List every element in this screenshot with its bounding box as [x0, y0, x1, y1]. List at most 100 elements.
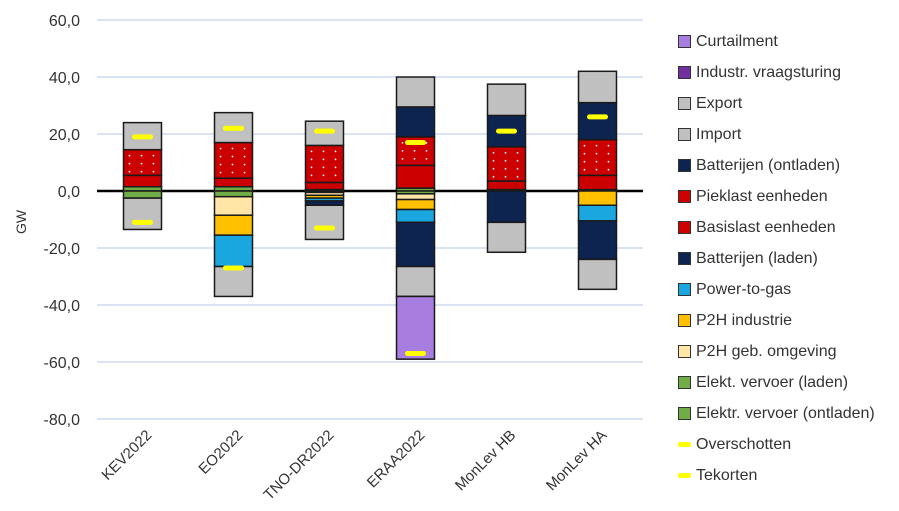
- legend-label: Export: [696, 94, 743, 112]
- bar-pattern-dot: [504, 175, 507, 178]
- bar-segment: [122, 174, 163, 188]
- bar-segment: [304, 181, 345, 191]
- bar-pattern-dot: [504, 167, 507, 170]
- x-category-label: MonLev HB: [452, 427, 519, 494]
- legend-label: Batterijen (ontladen): [696, 156, 841, 174]
- bar-pattern-dot: [583, 152, 586, 155]
- bar-pattern-dot: [140, 154, 143, 157]
- bar-pattern-dot: [243, 171, 246, 174]
- y-axis-ticks: -80,0 -60,0 -40,0 -20,0 0,0 20,0 40,0 60,0: [44, 13, 81, 429]
- legend-swatch: [678, 314, 691, 327]
- bar-segment: [395, 265, 436, 298]
- bar-pattern-dot: [334, 150, 337, 153]
- bar-pattern-dot: [504, 151, 507, 154]
- bar-segment: [577, 174, 618, 191]
- legend-label: Basislast eenheden: [696, 218, 836, 236]
- bar-segment: [213, 190, 254, 198]
- bar-segment: [577, 220, 618, 261]
- legend-item: Elektr. vervoer (ontladen): [678, 398, 875, 429]
- bar-segment: [395, 198, 436, 211]
- legend-label: Pieklast eenheden: [696, 187, 828, 205]
- y-tick-label: 20,0: [49, 127, 80, 144]
- legend-label: Power-to-gas: [696, 280, 792, 298]
- bar-pattern-dot: [231, 155, 234, 158]
- bar-segment: [213, 177, 254, 188]
- legend-item: Power-to-gas: [678, 274, 875, 305]
- x-category-label: TNO-DR2022: [260, 427, 337, 504]
- legend-label: Industr. vraagsturing: [696, 63, 841, 81]
- bar-pattern-dot: [322, 150, 325, 153]
- bar-pattern-dot: [492, 159, 495, 162]
- gridlines: [97, 19, 643, 420]
- bar-pattern-dot: [128, 170, 131, 173]
- bar-pattern-dot: [595, 168, 598, 171]
- bar-pattern-dot: [516, 167, 519, 170]
- bar-pattern-dot: [140, 162, 143, 165]
- legend-swatch: [678, 473, 691, 478]
- bar-segment: [213, 214, 254, 236]
- bar-pattern-dot: [231, 147, 234, 150]
- bar-pattern-dot: [219, 163, 222, 166]
- bar-pattern-dot: [322, 158, 325, 161]
- bar-pattern-dot: [231, 171, 234, 174]
- bar-pattern-dot: [583, 160, 586, 163]
- bar-pattern-dot: [413, 149, 416, 152]
- y-tick-label: 60,0: [49, 13, 80, 30]
- bar-pattern-dot: [607, 144, 610, 147]
- legend-item: Industr. vraagsturing: [678, 57, 875, 88]
- y-tick-label: -20,0: [44, 241, 81, 258]
- bar-pattern-dot: [583, 144, 586, 147]
- x-category-label: MonLev HA: [543, 427, 610, 494]
- legend-item: Curtailment: [678, 26, 875, 57]
- bar-pattern-dot: [401, 149, 404, 152]
- bar-pattern-dot: [401, 141, 404, 144]
- y-tick-label: -80,0: [44, 412, 81, 429]
- bar-pattern-dot: [595, 152, 598, 155]
- y-tick-label: -60,0: [44, 355, 81, 372]
- bar-pattern-dot: [334, 158, 337, 161]
- bar-pattern-dot: [595, 160, 598, 163]
- markers: [132, 114, 608, 356]
- bar-pattern-dot: [334, 174, 337, 177]
- bar-segment: [122, 190, 163, 199]
- bar-segment: [395, 295, 436, 360]
- bar-segment: [304, 204, 345, 241]
- x-category-label: ERAA2022: [364, 427, 429, 492]
- bar-segment: [395, 106, 436, 138]
- legend-item: Pieklast eenheden: [678, 181, 875, 212]
- bar-pattern-dot: [243, 155, 246, 158]
- bar-pattern-dot: [607, 160, 610, 163]
- bar-pattern-dot: [322, 166, 325, 169]
- bar-pattern-dot: [492, 167, 495, 170]
- bar-pattern-dot: [140, 170, 143, 173]
- legend-swatch: [678, 159, 691, 172]
- bar-pattern-dot: [219, 171, 222, 174]
- bar-pattern-dot: [492, 175, 495, 178]
- legend-item: Import: [678, 119, 875, 150]
- bar-pattern-dot: [128, 162, 131, 165]
- bar-segment: [577, 204, 618, 222]
- x-category-label: KEV2022: [98, 427, 155, 484]
- legend-swatch: [678, 66, 691, 79]
- legend-label: Elektr. vervoer (ontladen): [696, 404, 875, 422]
- y-tick-label: 0,0: [58, 184, 80, 201]
- legend-item: Basislast eenheden: [678, 212, 875, 243]
- bar-pattern-dot: [243, 147, 246, 150]
- bar-segment: [213, 265, 254, 298]
- bar-pattern-dot: [310, 174, 313, 177]
- legend-swatch: [678, 407, 691, 420]
- y-axis-label: GW: [13, 209, 29, 234]
- bar-segment: [577, 101, 618, 141]
- legend-swatch: [678, 35, 691, 48]
- bar-segment: [486, 221, 527, 254]
- y-tick-label: -40,0: [44, 298, 81, 315]
- bar-pattern-dot: [425, 141, 428, 144]
- bar-pattern-dot: [310, 158, 313, 161]
- bar-pattern-dot: [413, 157, 416, 160]
- bar-pattern-dot: [128, 154, 131, 157]
- legend-swatch: [678, 252, 691, 265]
- bar-pattern-dot: [310, 166, 313, 169]
- bar-pattern-dot: [219, 155, 222, 158]
- y-tick-label: 40,0: [49, 70, 80, 87]
